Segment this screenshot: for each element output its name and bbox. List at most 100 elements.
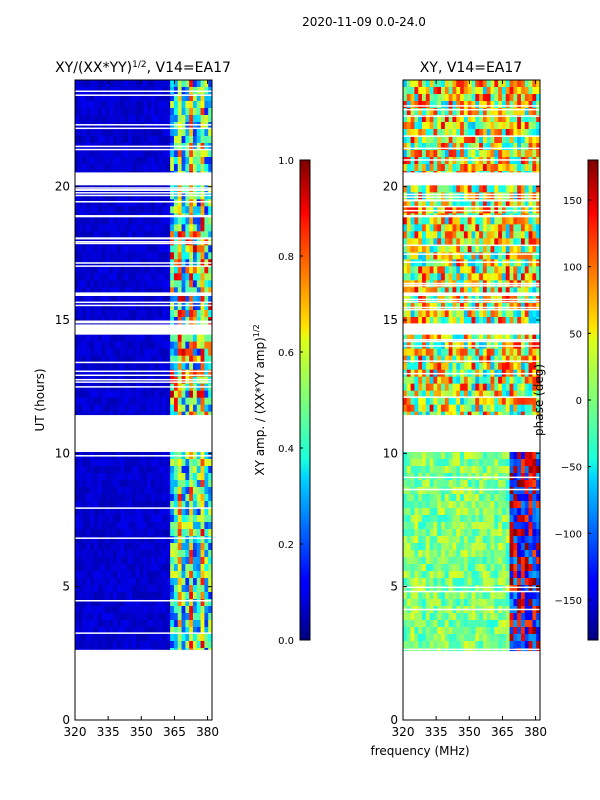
heatmap-cell — [158, 164, 164, 172]
heatmap-cell — [410, 536, 416, 544]
heatmap-cell — [105, 348, 110, 357]
heatmap-cell — [158, 480, 164, 488]
heatmap-cell — [113, 185, 118, 193]
heatmap-cell — [132, 341, 137, 350]
heatmap-cell — [425, 404, 431, 413]
heatmap-cell — [135, 585, 141, 593]
heatmap-cell — [528, 627, 533, 635]
heatmap-cell — [181, 129, 186, 137]
heatmap-cell — [86, 606, 91, 614]
heatmap-cell — [90, 397, 95, 406]
heatmap-cell — [116, 157, 122, 165]
heatmap-cell — [124, 571, 129, 579]
heatmap-cell — [94, 224, 99, 232]
heatmap-cell — [509, 355, 514, 364]
heatmap-cell — [456, 390, 461, 399]
heatmap-cell — [177, 217, 183, 225]
heatmap-cell — [433, 404, 438, 413]
heatmap-cell — [532, 397, 537, 406]
heatmap-cell — [151, 101, 156, 109]
heatmap-cell — [444, 480, 450, 488]
heatmap-cell — [78, 404, 84, 413]
heatmap-cell — [513, 348, 518, 357]
heatmap-cell — [410, 578, 416, 586]
heatmap-cell — [509, 522, 514, 530]
heatmap-cell — [135, 206, 141, 214]
heatmap-cell — [425, 501, 431, 509]
heatmap-cell — [162, 80, 167, 88]
heatmap-cell — [452, 259, 457, 267]
heatmap-cell — [116, 108, 122, 116]
heatmap-cell — [192, 303, 198, 311]
heatmap-cell — [200, 501, 205, 509]
heatmap-cell — [86, 101, 91, 109]
heatmap-cell — [467, 273, 473, 281]
heatmap-cell — [463, 224, 469, 232]
heatmap-cell — [490, 390, 495, 399]
heatmap-cell — [486, 411, 492, 416]
heatmap-cell — [204, 287, 209, 293]
heatmap-cell — [513, 585, 518, 593]
heatmap-cell — [422, 383, 427, 392]
heatmap-cell — [490, 376, 495, 385]
heatmap-cell — [513, 508, 518, 516]
heatmap-cell — [509, 404, 514, 413]
heatmap-cell — [490, 224, 495, 232]
heatmap-cell — [177, 648, 183, 652]
heatmap-cell — [82, 641, 88, 649]
heatmap-cell — [414, 501, 419, 509]
heatmap-cell — [90, 362, 95, 371]
heatmap-cell — [143, 122, 148, 130]
heatmap-cell — [403, 376, 408, 385]
heatmap-cell — [486, 273, 492, 281]
heatmap-cell — [94, 369, 99, 378]
heatmap-cell — [448, 245, 454, 253]
heatmap-cell — [471, 550, 476, 558]
heatmap-cell — [101, 252, 107, 260]
heatmap-cell — [90, 529, 95, 537]
x-tick-label: 380 — [196, 725, 219, 739]
heatmap-cell — [181, 620, 186, 628]
heatmap-cell — [482, 348, 488, 357]
heatmap-cell — [78, 231, 84, 239]
heatmap-cell — [158, 171, 164, 173]
heatmap-cell — [151, 122, 156, 130]
heatmap-cell — [429, 634, 435, 642]
heatmap-cell — [441, 252, 446, 260]
heatmap-cell — [116, 466, 122, 474]
heatmap-cell — [482, 213, 488, 216]
heatmap-cell — [78, 571, 84, 579]
heatmap-cell — [128, 94, 133, 102]
heatmap-cell — [105, 273, 110, 281]
heatmap-cell — [86, 80, 91, 88]
heatmap-cell — [456, 571, 461, 579]
heatmap-cell — [463, 627, 469, 635]
heatmap-cell — [422, 592, 427, 600]
heatmap-cell — [444, 641, 450, 649]
heatmap-cell — [139, 390, 145, 399]
heatmap-cell — [181, 397, 186, 406]
heatmap-cell — [113, 508, 118, 516]
heatmap-cell — [208, 557, 212, 565]
heatmap-cell — [162, 557, 167, 565]
heatmap-cell — [425, 259, 431, 267]
heatmap-cell — [90, 522, 95, 530]
heatmap-cell — [158, 224, 164, 232]
heatmap-cell — [128, 599, 133, 607]
heatmap-cell — [158, 199, 164, 207]
heatmap-cell — [520, 620, 526, 628]
heatmap-cell — [414, 217, 419, 225]
heatmap-cell — [151, 613, 156, 621]
heatmap-cell — [189, 564, 194, 572]
heatmap-cell — [185, 341, 190, 350]
heatmap-cell — [414, 355, 419, 364]
heatmap-cell — [173, 108, 179, 116]
heatmap-cell — [78, 341, 84, 350]
heatmap-cell — [406, 459, 412, 467]
heatmap-cell — [181, 206, 186, 214]
heatmap-cell — [154, 543, 160, 551]
heatmap-cell — [208, 641, 212, 649]
heatmap-cell — [498, 404, 503, 413]
heatmap-cell — [166, 129, 171, 137]
heatmap-cell — [192, 508, 198, 516]
